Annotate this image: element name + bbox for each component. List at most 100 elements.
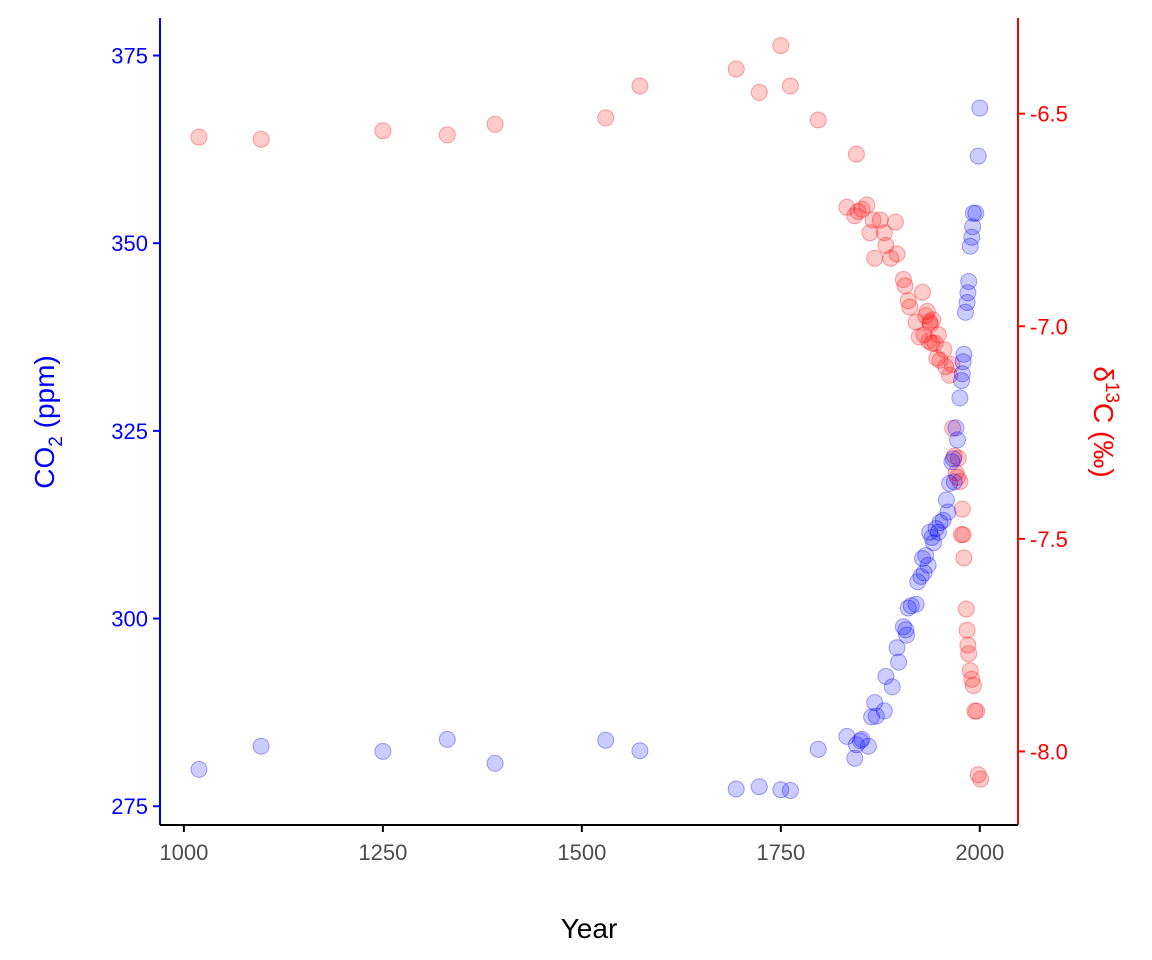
co2-point — [252, 737, 270, 755]
co2-point — [907, 595, 925, 613]
d13c-point — [951, 473, 969, 490]
d13c-point — [972, 770, 990, 788]
co2-point — [919, 556, 937, 574]
co2-point — [809, 740, 827, 758]
co2-point — [898, 626, 916, 644]
d13c-point — [875, 224, 893, 242]
co2-point — [888, 639, 906, 657]
d13c-point — [921, 313, 939, 331]
d13c-point — [945, 447, 963, 465]
d13c-point — [886, 213, 904, 231]
co2-point — [867, 707, 885, 725]
left-axis-tick-label: 275 — [111, 794, 148, 819]
co2-point — [941, 474, 959, 492]
d13c-point — [958, 621, 976, 639]
d13c-point — [928, 349, 946, 367]
co2-point — [853, 730, 871, 748]
d13c-point — [894, 271, 912, 288]
d13c-point — [961, 662, 979, 680]
co2-point — [937, 491, 955, 509]
d13c-point — [896, 277, 914, 295]
right-axis-tick-label: -6.5 — [1030, 102, 1068, 127]
d13c-point — [901, 298, 919, 316]
d13c-point — [935, 341, 953, 359]
d13c-point — [866, 249, 884, 267]
d13c-point — [949, 468, 966, 486]
co2-point — [374, 742, 392, 760]
co2-point — [890, 653, 908, 671]
co2-point — [957, 303, 974, 321]
d13c-point — [929, 326, 947, 344]
co2-point — [851, 732, 869, 750]
x-axis-title: Year — [561, 913, 618, 944]
left-axis-tick-label: 300 — [111, 607, 148, 632]
x-axis-tick-label: 1500 — [557, 840, 606, 865]
co2-point — [961, 237, 979, 255]
co2-point — [951, 389, 969, 407]
co2-point — [953, 372, 970, 390]
co2-point — [945, 473, 963, 491]
co2-point — [923, 529, 941, 546]
d13c-point — [809, 111, 827, 129]
d13c-point — [943, 356, 961, 373]
d13c-point — [968, 702, 986, 720]
co2-point — [945, 450, 962, 468]
d13c-series — [190, 37, 990, 788]
d13c-point — [920, 332, 938, 350]
d13c-point — [888, 245, 906, 263]
co2-point — [631, 742, 649, 760]
co2-point — [863, 708, 881, 726]
co2-point — [949, 431, 966, 449]
d13c-point — [953, 500, 971, 518]
co2-point — [964, 218, 982, 236]
co2-point — [914, 550, 931, 567]
d13c-point — [374, 122, 392, 140]
co2-point — [958, 294, 976, 311]
co2-point — [967, 204, 985, 222]
co2-point — [781, 782, 799, 799]
d13c-point — [899, 292, 917, 310]
right-y-axis-title: δ13C (‰) — [1088, 366, 1122, 477]
d13c-point — [846, 207, 864, 225]
co2-point — [971, 99, 989, 117]
co2-point — [486, 754, 504, 772]
d13c-point — [838, 198, 856, 216]
right-axis-tick-label: -8.0 — [1030, 739, 1068, 764]
right-axis-tick-label: -7.0 — [1030, 314, 1068, 339]
co2-point — [953, 365, 971, 383]
co2-point — [960, 273, 978, 290]
d13c-point — [871, 211, 889, 229]
co2-point — [847, 736, 865, 754]
d13c-point — [190, 128, 208, 146]
d13c-point — [931, 351, 949, 369]
d13c-point — [924, 311, 942, 329]
co2-point — [438, 730, 456, 748]
d13c-point — [486, 115, 504, 133]
co2-point — [897, 621, 915, 639]
x-axis-tick-label: 2000 — [955, 840, 1004, 865]
co2-point — [939, 503, 957, 521]
co2-point — [931, 514, 949, 531]
d13c-point — [252, 130, 270, 148]
co2-point — [954, 353, 972, 371]
d13c-point — [963, 670, 981, 688]
co2-point — [964, 204, 982, 222]
left-axis-tick-label: 350 — [111, 231, 148, 256]
d13c-point — [966, 702, 984, 720]
co2-point — [912, 568, 930, 585]
left-y-axis-title: CO2 (ppm) — [29, 355, 67, 488]
d13c-point — [941, 366, 959, 384]
x-axis-tick-label: 1250 — [358, 840, 407, 865]
co2-point — [959, 284, 977, 302]
co2-point — [927, 520, 945, 537]
co2-point — [921, 523, 939, 541]
co2-series — [190, 99, 989, 799]
d13c-point — [917, 307, 935, 325]
x-axis-tick-label: 1750 — [756, 840, 805, 865]
d13c-point — [955, 549, 973, 567]
d13c-point — [781, 77, 799, 95]
d13c-point — [959, 636, 977, 654]
co2-point — [899, 599, 917, 617]
d13c-point — [923, 334, 941, 352]
